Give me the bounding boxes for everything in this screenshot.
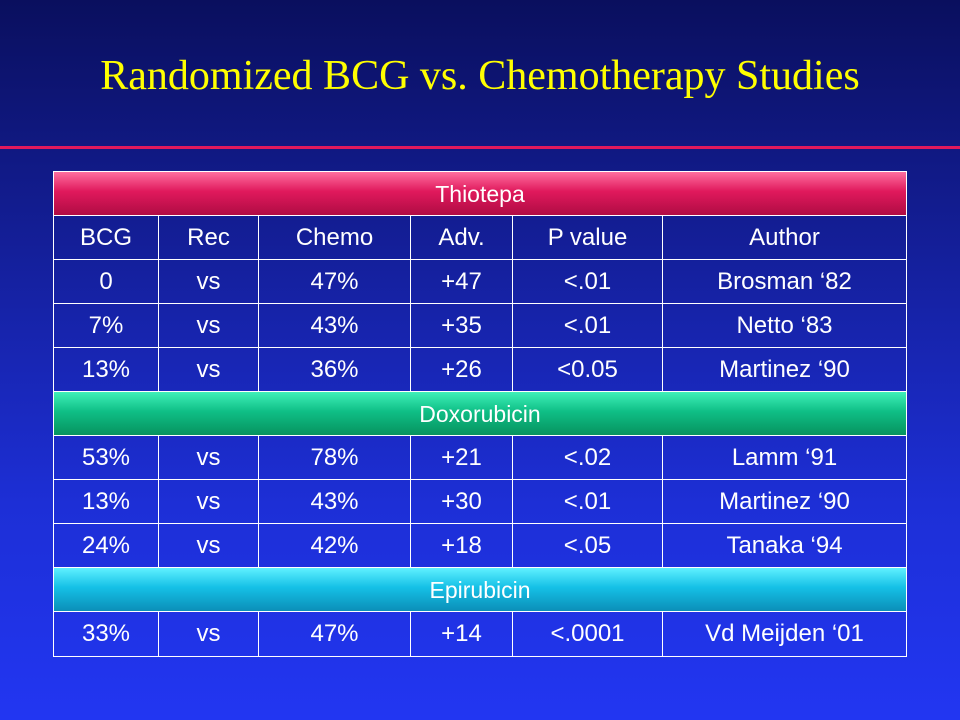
column-header-bcg: BCG xyxy=(54,216,159,259)
slide-title: Randomized BCG vs. Chemotherapy Studies xyxy=(100,53,860,99)
cell-adv: +30 xyxy=(411,480,513,523)
cell-p-value: <.05 xyxy=(513,524,663,567)
cell-author: Lamm ‘91 xyxy=(731,444,838,471)
column-header-row: BCG Rec Chemo Adv. P value Author xyxy=(54,216,906,260)
cell-rec: vs xyxy=(159,524,259,567)
table-row: 7% vs 43% +35 <.01 Netto ‘83 xyxy=(54,304,906,348)
cell-chemo: 47% xyxy=(259,260,411,303)
group-header-thiotepa: Thiotepa xyxy=(54,172,906,216)
group-header-doxorubicin: Doxorubicin xyxy=(54,392,906,436)
table-row: 33% vs 47% +14 <.0001 Vd Meijden ‘01 xyxy=(54,612,906,656)
table-row: 13% vs 43% +30 <.01 Martinez ‘90 xyxy=(54,480,906,524)
cell-bcg: 13% xyxy=(54,348,159,391)
cell-author: Vd Meijden ‘01 xyxy=(705,620,864,647)
cell-bcg: 0 xyxy=(54,260,159,303)
cell-rec: vs xyxy=(159,260,259,303)
cell-author: Martinez ‘90 xyxy=(719,356,850,383)
cell-author: Netto ‘83 xyxy=(736,312,833,339)
column-header-author: Author xyxy=(749,224,820,251)
column-header-adv: Adv. xyxy=(411,216,513,259)
table-row: 24% vs 42% +18 <.05 Tanaka ‘94 xyxy=(54,524,906,568)
cell-p-value: <.0001 xyxy=(513,612,663,656)
cell-adv: +35 xyxy=(411,304,513,347)
table-row: 13% vs 36% +26 <0.05 Martinez ‘90 xyxy=(54,348,906,392)
cell-chemo: 43% xyxy=(259,480,411,523)
title-divider xyxy=(0,146,960,149)
cell-adv: +21 xyxy=(411,436,513,479)
cell-bcg: 7% xyxy=(54,304,159,347)
column-header-rec: Rec xyxy=(159,216,259,259)
cell-bcg: 33% xyxy=(54,612,159,656)
cell-p-value: <.01 xyxy=(513,304,663,347)
cell-bcg: 53% xyxy=(54,436,159,479)
cell-adv: +14 xyxy=(411,612,513,656)
cell-chemo: 36% xyxy=(259,348,411,391)
cell-bcg: 13% xyxy=(54,480,159,523)
table-row: 0 vs 47% +47 <.01 Brosman ‘82 xyxy=(54,260,906,304)
column-header-chemo: Chemo xyxy=(259,216,411,259)
cell-author: Tanaka ‘94 xyxy=(726,532,843,559)
cell-p-value: <.02 xyxy=(513,436,663,479)
group-header-epirubicin: Epirubicin xyxy=(54,568,906,612)
cell-adv: +18 xyxy=(411,524,513,567)
cell-rec: vs xyxy=(159,304,259,347)
cell-p-value: <.01 xyxy=(513,260,663,303)
cell-chemo: 43% xyxy=(259,304,411,347)
cell-rec: vs xyxy=(159,480,259,523)
cell-p-value: <.01 xyxy=(513,480,663,523)
cell-p-value: <0.05 xyxy=(513,348,663,391)
cell-rec: vs xyxy=(159,612,259,656)
cell-chemo: 42% xyxy=(259,524,411,567)
cell-bcg: 24% xyxy=(54,524,159,567)
table-row: 53% vs 78% +21 <.02 Lamm ‘91 xyxy=(54,436,906,480)
cell-chemo: 47% xyxy=(259,612,411,656)
cell-adv: +47 xyxy=(411,260,513,303)
cell-chemo: 78% xyxy=(259,436,411,479)
studies-table: Thiotepa BCG Rec Chemo Adv. P value Auth… xyxy=(53,171,907,657)
column-header-p-value: P value xyxy=(513,216,663,259)
cell-author: Brosman ‘82 xyxy=(717,268,852,295)
cell-rec: vs xyxy=(159,436,259,479)
cell-adv: +26 xyxy=(411,348,513,391)
cell-rec: vs xyxy=(159,348,259,391)
cell-author: Martinez ‘90 xyxy=(719,488,850,515)
